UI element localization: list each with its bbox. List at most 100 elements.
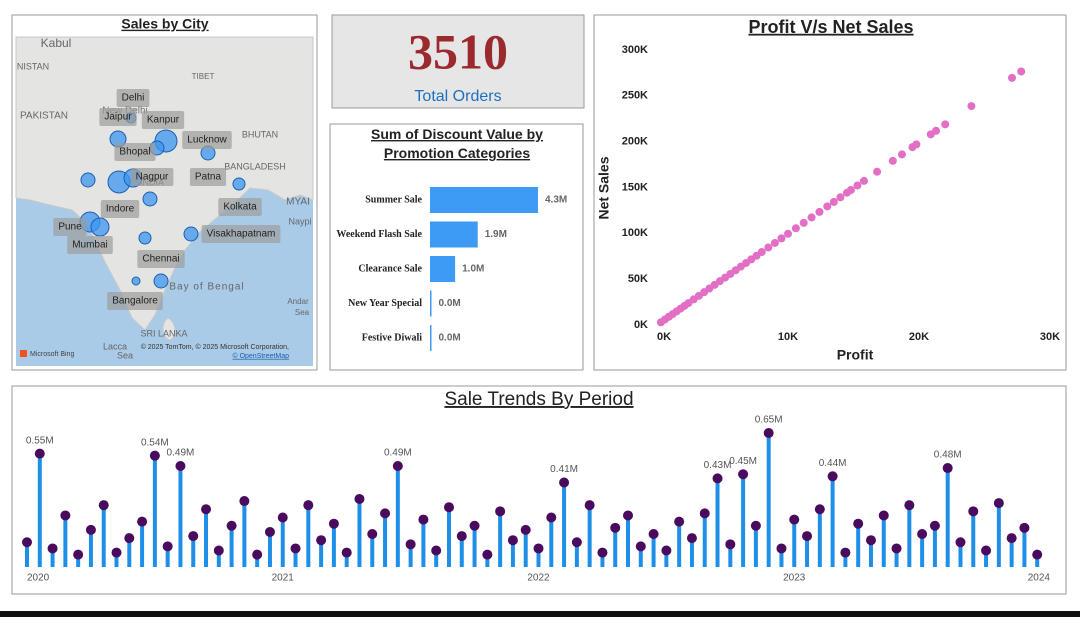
dot [443, 502, 454, 513]
dot [380, 508, 391, 519]
map-place: Kabul [41, 36, 72, 50]
scatter-point [1017, 67, 1026, 76]
bing-logo [20, 350, 27, 357]
map-place: Sea [117, 350, 133, 360]
dot [405, 539, 416, 550]
dot [674, 516, 685, 527]
dot [1032, 549, 1043, 560]
map-provider: Microsoft Bing [30, 351, 74, 358]
dot [520, 524, 531, 535]
scatter-point [784, 229, 792, 238]
x-tick-label: 0K [657, 331, 671, 343]
city-label: Visakhapatnam [207, 229, 276, 240]
dot [878, 510, 889, 521]
y-tick-label: 150K [622, 181, 648, 193]
scatter-point [888, 156, 897, 165]
city-label: Kolkata [223, 202, 257, 213]
scatter-point [846, 185, 855, 194]
map-place: Bay of Bengal [169, 282, 244, 293]
city-label: Lucknow [187, 135, 227, 146]
city-bubble [80, 172, 96, 188]
bar [430, 256, 456, 282]
map-place: TIBET [192, 72, 215, 81]
category-label: Summer Sale [365, 194, 422, 205]
kpi-value: 3510 [408, 23, 508, 79]
dot [85, 524, 96, 535]
map-place: NISTAN [17, 61, 49, 71]
dot [840, 547, 851, 558]
dot [968, 506, 979, 517]
chart-title: Profit V/s Net Sales [748, 17, 913, 37]
dot [137, 516, 148, 527]
city-bubble [142, 191, 158, 207]
dot [149, 450, 160, 461]
scatter-point [791, 224, 800, 233]
city-label-box [114, 143, 156, 161]
city-label-box [99, 108, 137, 126]
dot [303, 500, 314, 511]
scatter-point [770, 238, 779, 247]
dot [201, 504, 212, 515]
dot [814, 504, 825, 515]
dot [661, 545, 672, 556]
city-bubble [232, 177, 246, 191]
y-tick-label: 300K [622, 44, 648, 56]
city-bubble [131, 276, 141, 286]
bottom-bar [0, 611, 1080, 617]
charts: Sum of Discount Value by Promotion Catego… [22, 17, 1060, 584]
dot [1019, 522, 1030, 533]
value-label: 4.3M [545, 195, 567, 206]
map-place: MYAI [286, 197, 310, 208]
dot [597, 547, 608, 558]
dot [981, 545, 992, 556]
dot [686, 533, 697, 544]
value-label: 1.0M [462, 264, 484, 275]
dot [124, 533, 135, 544]
map-place: BANGLADESH [224, 161, 286, 171]
city-label-box [189, 168, 227, 186]
dot [354, 493, 365, 504]
scatter-point [836, 193, 845, 202]
city-label-box [130, 168, 174, 186]
dot [73, 549, 84, 560]
scatter-point [853, 181, 862, 190]
dot [559, 477, 570, 488]
value-label: 0.54M [141, 437, 169, 448]
category-label: Festive Diwali [362, 332, 422, 343]
bar [430, 325, 432, 351]
dot [802, 531, 813, 542]
dot [533, 543, 544, 554]
dot [264, 526, 275, 537]
dot [22, 537, 32, 548]
scatter-point [829, 197, 838, 206]
city-label: Mumbai [72, 240, 108, 251]
city-label-box [100, 200, 140, 218]
scatter-point [873, 167, 882, 176]
value-label: 0.55M [26, 435, 54, 446]
bar [430, 290, 432, 317]
x-tick-label: 2023 [783, 573, 806, 584]
x-axis-label: Profit [837, 347, 874, 363]
dot [891, 543, 902, 554]
dot [725, 539, 736, 550]
scatter-point [807, 213, 816, 222]
city-label: Nagpur [136, 172, 169, 183]
dot [469, 520, 480, 531]
dot [239, 496, 250, 507]
dot [865, 535, 876, 546]
map-osm: © OpenStreetMap [232, 352, 289, 360]
map-place: SRI LANKA [140, 328, 187, 338]
dot [584, 500, 595, 511]
value-label: 0.0M [439, 298, 461, 309]
scatter-point [941, 120, 950, 129]
value-label: 0.65M [755, 415, 783, 426]
city-label: Bhopal [119, 147, 150, 158]
map-attribution: © 2025 TomTom, © 2025 Microsoft Corporat… [141, 343, 289, 351]
scatter-point [764, 243, 773, 252]
dot [482, 549, 493, 560]
chart-title: Sum of Discount Value by Promotion Catego… [371, 126, 543, 161]
dot [993, 498, 1004, 509]
y-tick-label: 50K [628, 273, 648, 285]
dot [827, 471, 838, 482]
dot [712, 473, 723, 484]
